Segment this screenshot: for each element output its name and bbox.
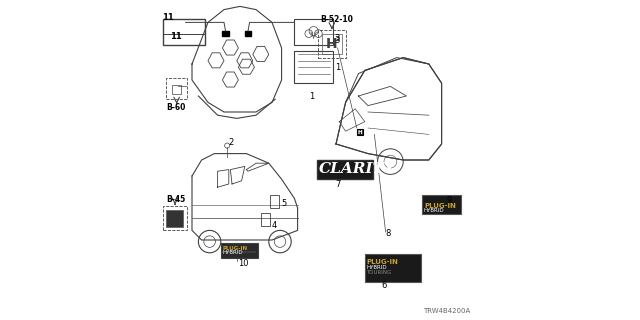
Text: B-52-10: B-52-10 <box>320 15 353 24</box>
Text: H: H <box>326 37 338 51</box>
Text: 5: 5 <box>281 199 286 208</box>
Text: 10: 10 <box>238 259 248 268</box>
Text: 11: 11 <box>170 32 181 41</box>
Text: 7: 7 <box>335 180 340 188</box>
Bar <box>166 210 183 227</box>
Text: 4: 4 <box>271 221 276 230</box>
Text: H: H <box>357 130 362 135</box>
Bar <box>221 243 258 258</box>
Text: PLUG-IN: PLUG-IN <box>424 204 456 209</box>
Bar <box>294 51 333 83</box>
Bar <box>322 34 342 54</box>
Text: PLUG-IN: PLUG-IN <box>366 260 398 265</box>
Text: 1: 1 <box>309 92 314 101</box>
Bar <box>245 31 252 36</box>
Text: B-45: B-45 <box>166 195 185 204</box>
Text: 3: 3 <box>335 36 340 44</box>
Bar <box>357 129 362 135</box>
Bar <box>163 206 187 230</box>
Bar <box>223 31 229 36</box>
Polygon shape <box>336 58 442 160</box>
Text: PLUG-IN: PLUG-IN <box>223 246 248 252</box>
Bar <box>319 30 346 58</box>
Bar <box>166 78 188 99</box>
Text: CLARITY: CLARITY <box>319 162 395 176</box>
Bar <box>163 19 205 45</box>
Bar <box>294 19 333 45</box>
Text: 11: 11 <box>161 13 173 22</box>
Text: 3: 3 <box>335 34 340 43</box>
Text: HYBRID: HYBRID <box>366 265 387 270</box>
Text: HYBRID: HYBRID <box>424 208 445 213</box>
Bar <box>422 195 461 214</box>
Bar <box>261 213 270 226</box>
Text: TRW4B4200A: TRW4B4200A <box>423 308 470 314</box>
Bar <box>172 85 181 94</box>
Bar <box>365 254 421 282</box>
Text: 9: 9 <box>447 196 452 204</box>
Bar <box>317 160 372 179</box>
Text: 8: 8 <box>385 229 391 238</box>
Bar <box>270 195 280 208</box>
Text: 1: 1 <box>335 63 340 72</box>
Text: HYBRID: HYBRID <box>223 250 243 255</box>
Text: 2: 2 <box>229 138 234 147</box>
Text: B-60: B-60 <box>166 103 185 112</box>
Text: 6: 6 <box>381 281 387 290</box>
Text: TOURING: TOURING <box>366 269 392 275</box>
